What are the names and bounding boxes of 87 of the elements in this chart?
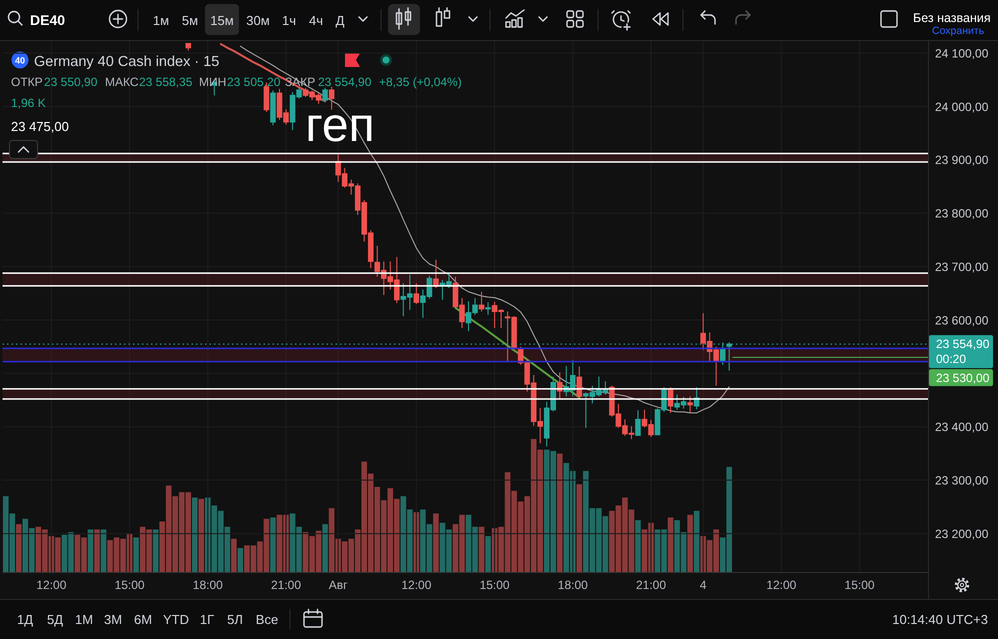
candlestick xyxy=(414,282,420,305)
text: 4ч xyxy=(308,13,324,28)
text: 5Д xyxy=(46,612,64,627)
bar xyxy=(485,536,491,572)
annotation: 23 550,90 xyxy=(44,75,98,89)
bar xyxy=(133,537,139,572)
x-tick-label: 12:00 xyxy=(401,578,432,592)
text: 5Л xyxy=(227,612,243,627)
line-series xyxy=(240,46,730,414)
text: YTD xyxy=(163,612,189,627)
text: 10:14:40 UTC+3 xyxy=(892,612,988,627)
x-tick-label: 18:00 xyxy=(192,578,224,592)
text: 3М xyxy=(104,612,122,627)
candlestick xyxy=(635,410,641,436)
x-tick-label: 15:00 xyxy=(114,578,145,592)
text: 5м xyxy=(182,13,198,28)
bar xyxy=(433,513,439,572)
y-tick-label: 23 300,00 xyxy=(935,473,989,488)
bar xyxy=(635,520,641,572)
bar xyxy=(576,484,582,572)
y-tick-label: 23 200,00 xyxy=(935,526,989,541)
text: 1Г xyxy=(200,612,214,627)
x-tick-label: 12:00 xyxy=(36,578,67,592)
candlestick xyxy=(485,302,491,316)
text: 15м xyxy=(210,13,234,28)
bar xyxy=(694,510,700,572)
annotation: 23 554,90 xyxy=(318,75,372,89)
text: Без названия xyxy=(913,11,991,25)
y-tick-label: 23 700,00 xyxy=(935,260,989,274)
bar xyxy=(198,498,204,572)
bar xyxy=(94,529,100,572)
x-tick-label: 21:00 xyxy=(271,578,302,592)
text: 30м xyxy=(246,13,270,28)
candlestick xyxy=(687,396,693,413)
bar xyxy=(687,514,693,572)
text: DE40 xyxy=(30,12,66,28)
x-tick-label: 15:00 xyxy=(844,578,875,592)
line-series xyxy=(454,306,580,398)
x-tick-label: Авг xyxy=(328,578,348,592)
bar xyxy=(192,498,198,572)
candlestick xyxy=(270,90,276,126)
bar xyxy=(231,538,237,572)
y-tick-label: 23 400,00 xyxy=(935,420,989,434)
annotation: 23 558,35 xyxy=(139,75,193,89)
text: Д xyxy=(336,13,345,28)
annotation: 1,96 K xyxy=(11,96,46,110)
text: 1М xyxy=(74,612,94,627)
bar xyxy=(88,529,94,572)
y-tick-label: 23 900,00 xyxy=(935,153,989,168)
x-tick-label: 18:00 xyxy=(558,578,588,592)
bar xyxy=(322,524,328,572)
bar xyxy=(16,524,22,572)
bar xyxy=(668,517,674,572)
candlestick xyxy=(576,366,582,398)
annotation: 40 xyxy=(14,56,26,66)
x-tick-label: 12:00 xyxy=(766,578,797,592)
bar xyxy=(152,529,158,572)
annotation: 23 505,20 xyxy=(227,75,281,89)
bar xyxy=(238,548,244,572)
y-tick-label: 23 800,00 xyxy=(935,206,989,221)
text: Все xyxy=(256,612,278,627)
text: 1м xyxy=(152,13,170,28)
candlestick xyxy=(322,87,328,103)
bar xyxy=(556,454,563,572)
annotation: МАКС xyxy=(105,75,139,89)
text: 1Д xyxy=(16,612,34,627)
candlestick xyxy=(478,291,484,312)
candlestick xyxy=(185,42,192,51)
text: 1ч xyxy=(282,13,296,28)
y-tick-label: 24 000,00 xyxy=(935,100,989,114)
ref-line-label: 23 530,00 xyxy=(936,371,990,386)
annotation: 23 475,00 xyxy=(11,119,69,134)
x-tick-label: 21:00 xyxy=(636,578,666,592)
y-tick-label: 24 100,00 xyxy=(935,46,989,60)
bar xyxy=(100,529,106,572)
text: 00:20 xyxy=(936,352,966,366)
y-tick-label: 23 600,00 xyxy=(935,313,989,328)
bar xyxy=(478,526,484,572)
x-tick-label: 4 xyxy=(700,578,707,592)
text: Germany 40 Cash index · 15 xyxy=(34,54,220,70)
annotation: ОТКР xyxy=(11,75,43,89)
annotation: +8,35 (+0,04%) xyxy=(379,75,462,89)
text: Сохранить xyxy=(932,25,985,37)
ref-line-label: 23 554,90 xyxy=(936,337,990,352)
bar xyxy=(270,517,276,572)
x-tick-label: 15:00 xyxy=(480,578,510,592)
text: 6М xyxy=(134,612,152,627)
